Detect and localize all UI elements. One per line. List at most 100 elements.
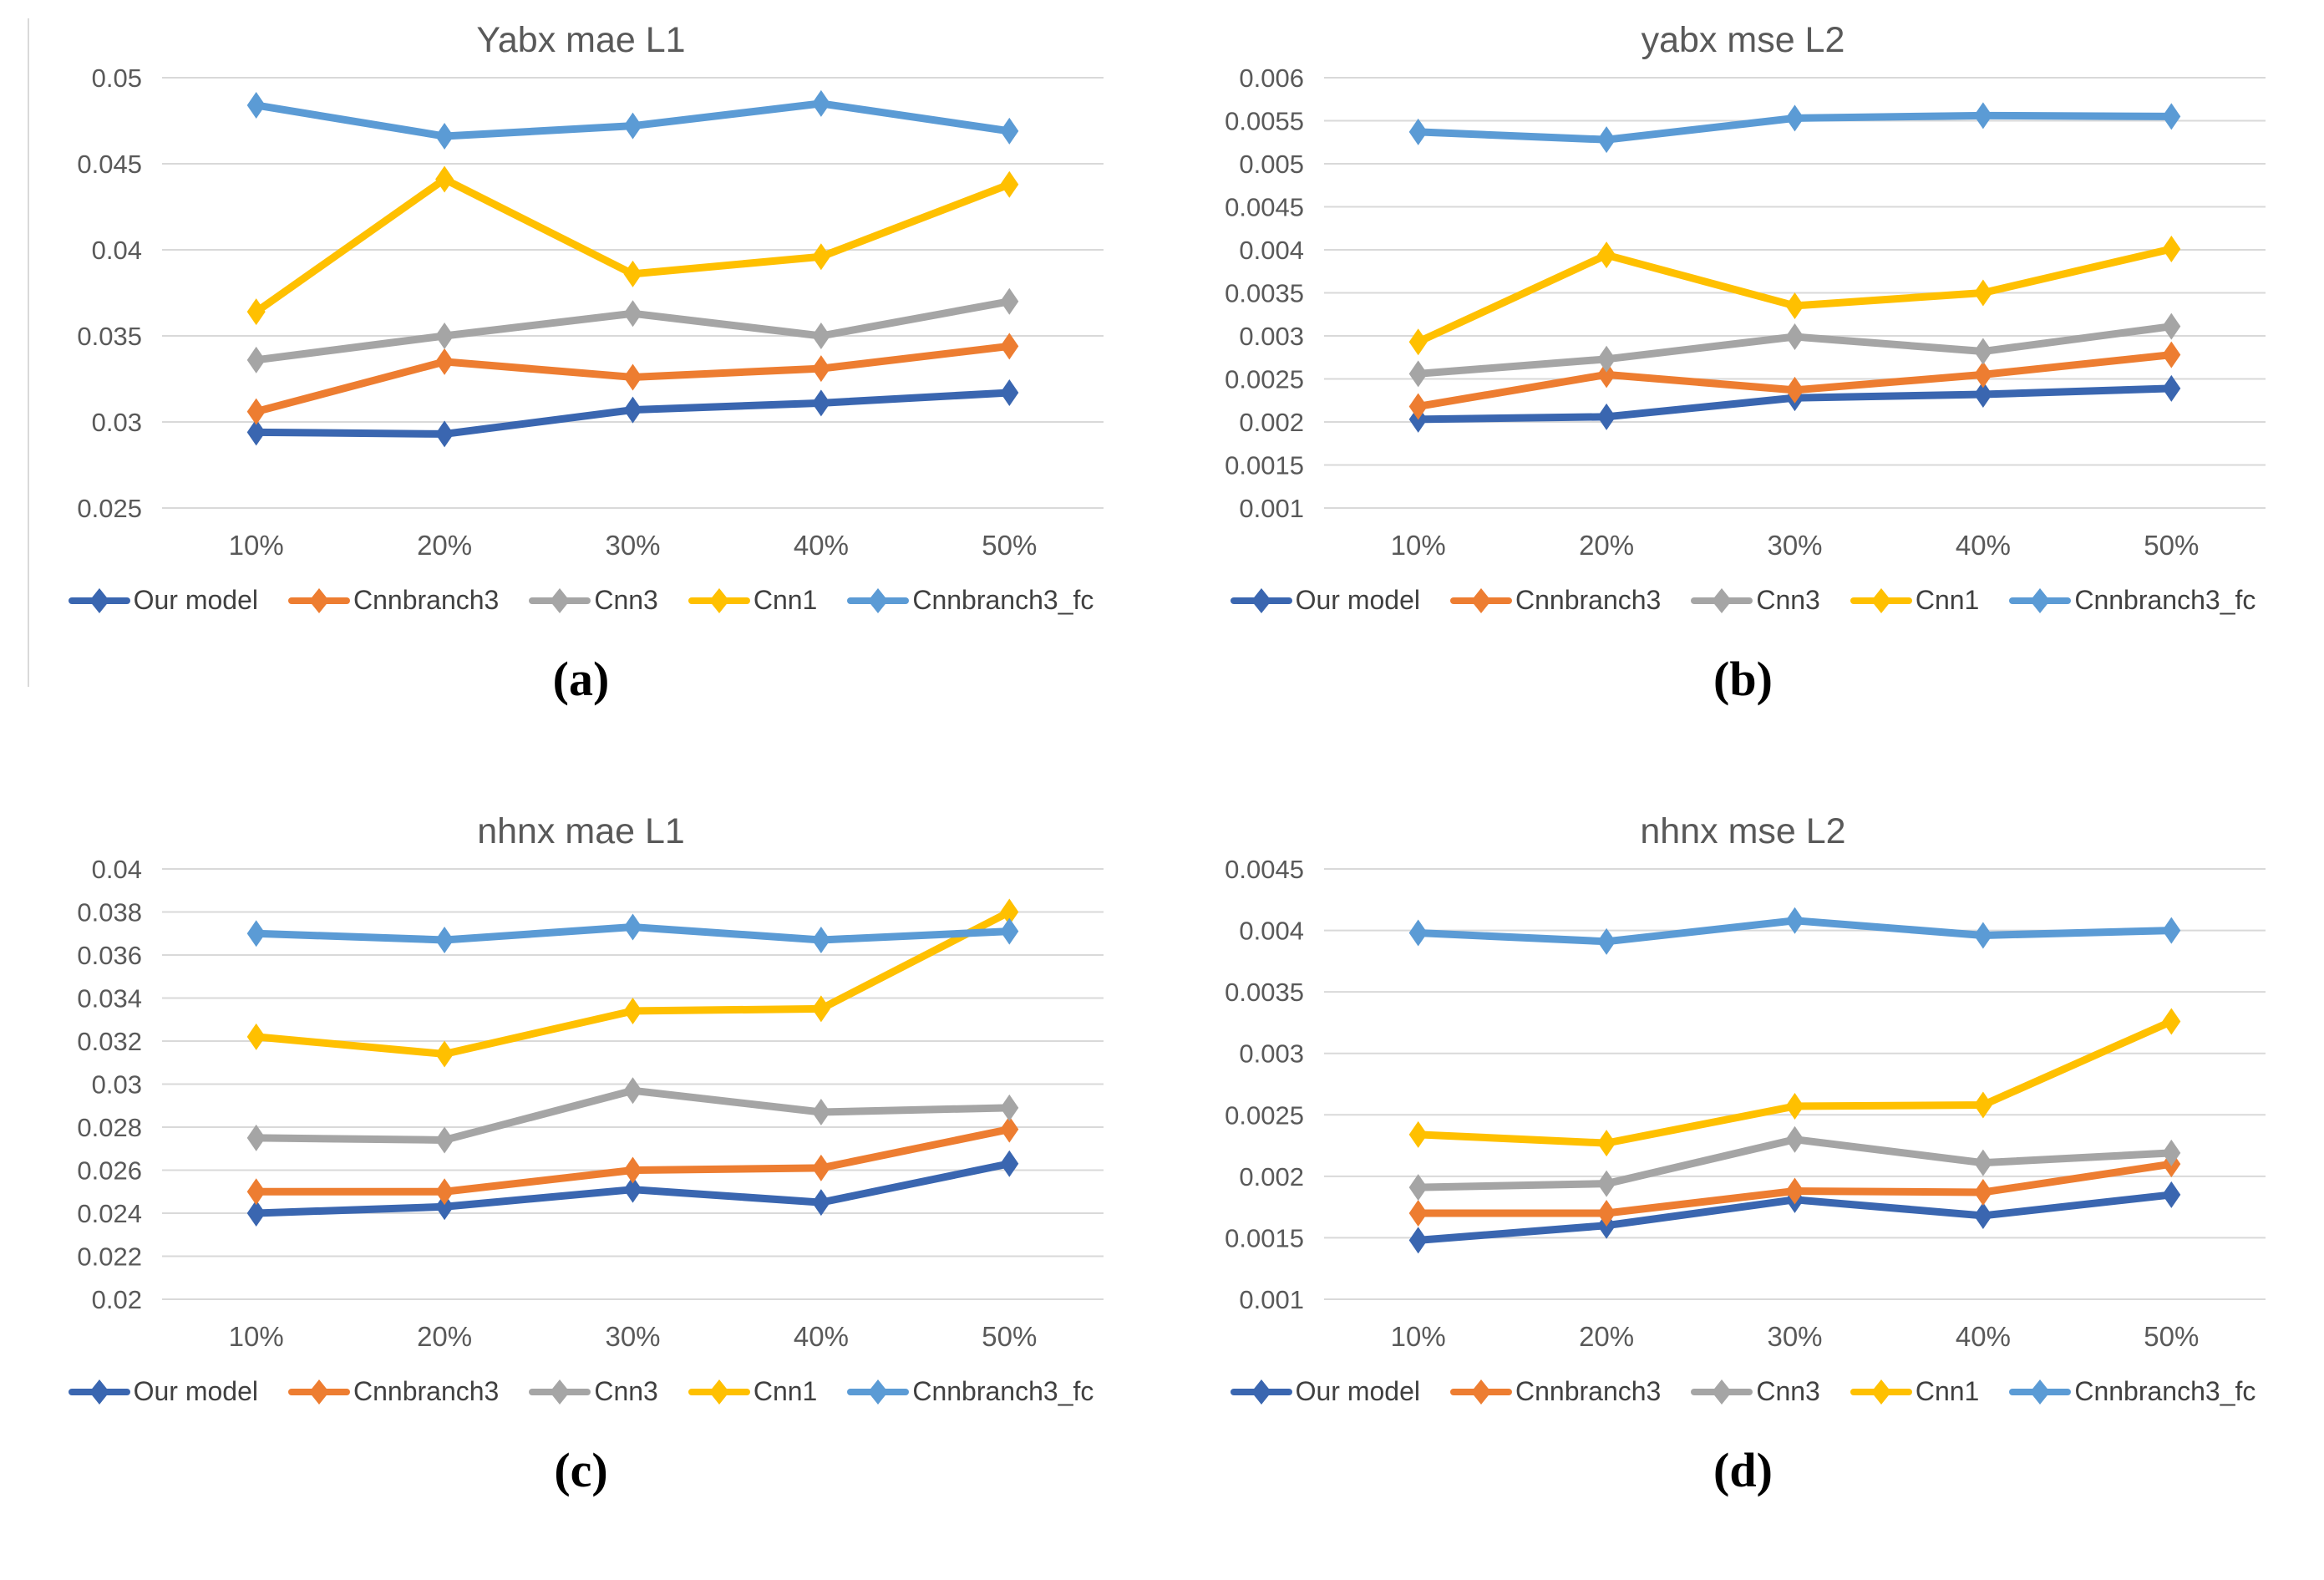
legend-label: Cnn1 bbox=[1915, 585, 1980, 615]
data-point-cnn3 bbox=[1973, 338, 1992, 365]
legend-item-cnn1: Cnn1 bbox=[688, 1376, 818, 1407]
legend-item-cnnbranch3-fc: Cnnbranch3_fc bbox=[2009, 1376, 2255, 1407]
series-line-cnn1 bbox=[1413, 1017, 2175, 1147]
legend-item-cnnbranch3-fc: Cnnbranch3_fc bbox=[847, 1376, 1093, 1407]
legend-item-cnn3: Cnn3 bbox=[1691, 1376, 1820, 1407]
data-point-cnn1 bbox=[246, 1023, 266, 1050]
data-point-cnnbranch3 bbox=[1973, 361, 1992, 389]
x-axis-tick-label: 20% bbox=[417, 530, 472, 561]
data-point-cnnbranch3 bbox=[434, 348, 454, 375]
legend-marker-cnn3 bbox=[1691, 587, 1753, 613]
legend-marker-cnn1 bbox=[1850, 1379, 1912, 1405]
y-axis-tick-label: 0.001 bbox=[1239, 1285, 1304, 1314]
data-point-cnn1 bbox=[1408, 328, 1428, 356]
caption-a: (a) bbox=[552, 652, 610, 706]
data-point-our-model bbox=[1973, 1202, 1992, 1229]
y-axis-tick-label: 0.0055 bbox=[1225, 107, 1304, 136]
y-axis-tick-label: 0.02 bbox=[91, 1285, 141, 1314]
legend-label: Our model bbox=[133, 1376, 258, 1406]
data-point-cnn3 bbox=[246, 1124, 266, 1151]
series-line-cnn1 bbox=[251, 175, 1013, 316]
legend-item-cnnbranch3: Cnnbranch3 bbox=[288, 585, 499, 616]
legend-label: Cnn1 bbox=[753, 1376, 818, 1406]
chart-title-c: nhnx mae L1 bbox=[477, 811, 685, 851]
legend-marker-cnn1 bbox=[688, 1379, 750, 1405]
y-axis-tick-label: 0.025 bbox=[77, 494, 142, 523]
legend-marker-our-model bbox=[1230, 587, 1292, 613]
line-chart-c: 0.02 0.022 0.024 0.026 0.028 0.03 0.032 0.034 0.… bbox=[77, 855, 1104, 1352]
x-axis-tick-label: 10% bbox=[1390, 1321, 1445, 1352]
chart-title-a: Yabx mae L1 bbox=[476, 20, 686, 60]
legend-marker-cnnbranch3-fc bbox=[847, 1379, 910, 1405]
data-point-cnnbranch3-fc bbox=[999, 117, 1018, 145]
legend-marker-cnnbranch3 bbox=[288, 587, 350, 613]
y-axis-tick-label: 0.001 bbox=[1239, 494, 1304, 523]
legend-label: Cnn1 bbox=[1915, 1376, 1980, 1406]
caption-b: (b) bbox=[1713, 652, 1773, 706]
data-point-cnn3 bbox=[246, 346, 266, 373]
data-point-our-model bbox=[246, 1200, 266, 1227]
legend-marker-cnnbranch3-fc bbox=[2009, 1379, 2072, 1405]
figure-edge-line bbox=[28, 18, 29, 687]
data-point-cnn1 bbox=[999, 898, 1018, 926]
legend-d: Our model Cnnbranch3 Cnn3 Cnn1 Cnnbranch3_fc bbox=[1230, 1376, 2255, 1407]
data-point-cnnbranch3-fc bbox=[246, 920, 266, 947]
data-point-cnnbranch3-fc bbox=[2161, 917, 2180, 944]
line-chart-b: 0.001 0.0015 0.002 0.0025 0.003 0.0035 0.004 0.… bbox=[1225, 64, 2266, 561]
data-point-cnn1 bbox=[1785, 1092, 1804, 1120]
x-axis-tick-label: 40% bbox=[793, 1321, 848, 1352]
legend-item-our-model: Our model bbox=[1230, 585, 1420, 616]
x-axis-tick-label: 20% bbox=[417, 1321, 472, 1352]
data-point-cnn3 bbox=[1973, 1149, 1992, 1176]
y-axis-tick-label: 0.004 bbox=[1239, 236, 1304, 265]
x-axis-tick-label: 40% bbox=[793, 530, 848, 561]
data-point-cnnbranch3-fc bbox=[999, 917, 1018, 945]
legend-b: Our model Cnnbranch3 Cnn3 Cnn1 Cnnbranch3_fc bbox=[1230, 585, 2255, 616]
x-axis-tick-label: 30% bbox=[1767, 530, 1822, 561]
chart-panel-a: Yabx mae L1 0.025 0.03 0.035 0.04 0.045 0.05 1… bbox=[0, 0, 1162, 791]
chart-panel-d: nhnx mse L2 0.001 0.0015 0.002 0.0025 0.003 0… bbox=[1162, 791, 2324, 1580]
legend-item-our-model: Our model bbox=[68, 585, 258, 616]
data-point-cnn3 bbox=[2161, 312, 2180, 340]
x-axis-tick-label: 50% bbox=[2144, 1321, 2199, 1352]
legend-c: Our model Cnnbranch3 Cnn3 Cnn1 Cnnbranch3_fc bbox=[68, 1376, 1093, 1407]
data-point-cnnbranch3 bbox=[1785, 376, 1804, 404]
data-point-our-model bbox=[434, 420, 454, 448]
x-axis-tick-label: 50% bbox=[2144, 530, 2199, 561]
legend-marker-cnn3 bbox=[529, 587, 591, 613]
legend-item-cnn1: Cnn1 bbox=[1850, 1376, 1980, 1407]
chart-title-b: yabx mse L2 bbox=[1641, 20, 1845, 60]
data-point-cnnbranch3 bbox=[1408, 1200, 1428, 1227]
data-point-cnnbranch3 bbox=[1596, 361, 1616, 389]
y-axis-tick-label: 0.024 bbox=[77, 1199, 142, 1228]
y-axis-tick-label: 0.03 bbox=[91, 408, 141, 437]
y-axis-tick-label: 0.0035 bbox=[1225, 978, 1304, 1007]
data-point-cnnbranch3 bbox=[1596, 1200, 1616, 1227]
data-point-cnnbranch3 bbox=[1408, 393, 1428, 420]
data-point-cnn3 bbox=[434, 323, 454, 349]
data-point-cnnbranch3 bbox=[623, 1156, 642, 1184]
legend-label: Cnnbranch3 bbox=[1515, 1376, 1662, 1406]
data-point-cnn1 bbox=[246, 298, 266, 326]
data-point-cnnbranch3-fc bbox=[623, 913, 642, 941]
caption-d: (d) bbox=[1713, 1443, 1773, 1497]
y-axis-tick-label: 0.003 bbox=[1239, 1039, 1304, 1069]
legend-item-cnnbranch3: Cnnbranch3 bbox=[1450, 1376, 1661, 1407]
legend-label: Cnnbranch3 bbox=[1515, 585, 1662, 615]
data-point-our-model bbox=[2161, 374, 2180, 402]
y-axis-tick-label: 0.036 bbox=[77, 941, 142, 970]
x-axis-tick-label: 40% bbox=[1955, 530, 2010, 561]
y-axis-tick-label: 0.026 bbox=[77, 1156, 142, 1186]
data-point-our-model bbox=[811, 1189, 830, 1217]
data-point-our-model bbox=[2161, 1181, 2180, 1208]
legend-item-cnn3: Cnn3 bbox=[529, 585, 658, 616]
data-point-cnnbranch3 bbox=[246, 398, 266, 425]
y-axis-tick-label: 0.0035 bbox=[1225, 279, 1304, 308]
x-axis-tick-label: 10% bbox=[1390, 530, 1445, 561]
data-point-cnn3 bbox=[2161, 1139, 2180, 1166]
chart-title-d: nhnx mse L2 bbox=[1640, 811, 1846, 851]
x-axis-tick-label: 40% bbox=[1955, 1321, 2010, 1352]
legend-label: Our model bbox=[133, 585, 258, 615]
legend-marker-cnnbranch3-fc bbox=[2009, 587, 2072, 613]
data-point-cnnbranch3-fc bbox=[1596, 927, 1616, 955]
